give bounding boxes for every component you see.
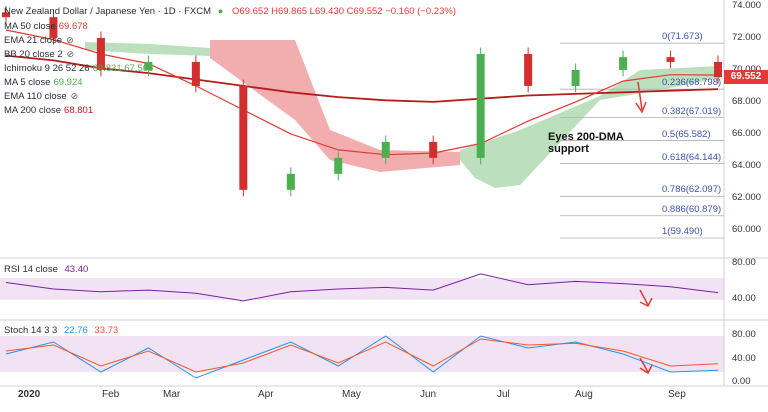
candle-body-6 bbox=[286, 173, 295, 190]
legend-item[interactable]: MA 50 close 69.678 bbox=[4, 21, 88, 32]
ma200-line bbox=[5, 54, 719, 103]
hidden-eye-icon[interactable]: ⊘ bbox=[70, 91, 79, 101]
time-tick: Jun bbox=[420, 389, 437, 400]
candle-body-0 bbox=[2, 12, 10, 18]
candle-body-14 bbox=[666, 57, 675, 62]
legend-item[interactable]: EMA 110 close ⊘ bbox=[4, 91, 78, 102]
candle-body-10 bbox=[476, 53, 485, 158]
candle-body-7 bbox=[334, 157, 343, 174]
rsi-value: 43.40 bbox=[64, 264, 89, 275]
fib-label: 0.618(64.144) bbox=[662, 151, 722, 163]
rsi-title: RSI 14 close 43.40 bbox=[4, 264, 88, 275]
candle-body-15 bbox=[714, 61, 722, 78]
price-tick: 72.000 bbox=[732, 31, 762, 43]
legend-item[interactable]: Ichimoku 9 26 52 26 69.831 67.565 bbox=[4, 63, 153, 74]
candle-body-13 bbox=[619, 57, 628, 70]
rsi-label: RSI 14 close bbox=[4, 264, 58, 275]
rsi-axis-40: 40.00 bbox=[732, 293, 756, 304]
hidden-eye-icon[interactable]: ⊘ bbox=[66, 49, 75, 59]
time-tick: Mar bbox=[163, 389, 181, 400]
annotation-line1: Eyes 200-DMA bbox=[548, 131, 624, 143]
candle-body-4 bbox=[191, 61, 200, 86]
legend-item[interactable]: MA 5 close 69.924 bbox=[4, 77, 83, 88]
candle-body-3 bbox=[144, 61, 153, 70]
rsi-axis-80: 80.00 bbox=[732, 257, 756, 268]
price-tick: 68.000 bbox=[732, 95, 762, 107]
fib-label: 0.382(67.019) bbox=[662, 105, 722, 117]
fib-label: 0.886(60.879) bbox=[662, 203, 722, 215]
time-tick: Feb bbox=[102, 389, 120, 400]
annotation-line2: support bbox=[548, 143, 589, 155]
ma50-line bbox=[5, 29, 719, 156]
ichimoku-cloud-bull-2 bbox=[460, 66, 720, 188]
annotation-text: Eyes 200-DMA support bbox=[548, 131, 624, 155]
symbol-label: New Zealand Dollar / Japanese Yen · 1D ·… bbox=[4, 6, 211, 17]
price-tick: 66.000 bbox=[732, 127, 762, 139]
legend-label: MA 200 close bbox=[4, 105, 62, 116]
legend-value: 69.678 bbox=[58, 21, 88, 32]
legend-label: Ichimoku 9 26 52 26 bbox=[4, 63, 90, 74]
candle-body-9 bbox=[429, 141, 438, 158]
legend-label: EMA 21 close bbox=[4, 35, 63, 46]
legend-label: BB 20 close 2 bbox=[4, 49, 63, 60]
legend-item[interactable]: EMA 21 close ⊘ bbox=[4, 35, 74, 46]
down-arrow-rsi bbox=[639, 289, 653, 308]
time-tick: Sep bbox=[668, 389, 686, 400]
stoch-axis-40: 40.00 bbox=[732, 353, 756, 364]
fib-label: 0.236(68.798) bbox=[662, 77, 722, 89]
rsi-band bbox=[0, 278, 724, 300]
legend-item[interactable]: BB 20 close 2 ⊘ bbox=[4, 49, 74, 60]
symbol-title: New Zealand Dollar / Japanese Yen · 1D ·… bbox=[4, 6, 456, 17]
candle-body-12 bbox=[571, 69, 580, 86]
stoch-label: Stoch 14 3 3 bbox=[4, 325, 58, 336]
stoch-k-value: 22.76 bbox=[64, 325, 88, 336]
stoch-axis-0: 0.00 bbox=[732, 376, 751, 387]
candle-body-5 bbox=[239, 85, 248, 190]
ichimoku-cloud-bear bbox=[210, 40, 460, 172]
fib-label: 0.5(65.582) bbox=[662, 128, 711, 140]
down-arrow-stoch bbox=[639, 357, 653, 375]
legend-value: 69.924 bbox=[53, 77, 83, 88]
stoch-title: Stoch 14 3 3 22.76 33.73 bbox=[4, 325, 118, 336]
stoch-axis-80: 80.00 bbox=[732, 329, 756, 340]
legend-label: MA 50 close bbox=[4, 21, 56, 32]
down-arrow-main bbox=[635, 81, 647, 114]
time-tick: Aug bbox=[575, 389, 593, 400]
current-price-label: 69.552 bbox=[724, 70, 768, 84]
stoch-d-value: 33.73 bbox=[94, 325, 119, 336]
price-tick: 70.000 bbox=[732, 64, 768, 75]
time-tick: 2020 bbox=[18, 389, 41, 400]
time-tick: May bbox=[342, 389, 361, 400]
legend-label: MA 5 close bbox=[4, 77, 51, 88]
candle-body-1 bbox=[49, 17, 58, 38]
price-tick: 60.000 bbox=[732, 223, 762, 235]
ichimoku-cloud-bull-1 bbox=[85, 42, 210, 56]
legend-value: 69.831 67.565 bbox=[92, 63, 154, 74]
fib-label: 0.786(62.097) bbox=[662, 184, 722, 196]
stoch-band bbox=[0, 336, 724, 372]
legend-label: EMA 110 close bbox=[4, 91, 67, 102]
candle-body-11 bbox=[524, 53, 533, 86]
stoch-d-line bbox=[5, 338, 719, 373]
price-tick: 74.000 bbox=[732, 0, 762, 11]
fib-label: 0(71.673) bbox=[662, 31, 703, 43]
fib-label: 1(59.490) bbox=[662, 225, 703, 237]
time-tick: Jul bbox=[497, 389, 510, 400]
ohlc-values: O69.652 H69.865 L69.430 C69.552 −0.160 (… bbox=[232, 6, 456, 17]
stoch-k-line bbox=[5, 335, 719, 379]
rsi-line bbox=[5, 273, 719, 302]
candle-body-8 bbox=[381, 141, 390, 158]
legend-value: 68.801 bbox=[64, 105, 94, 116]
candle-body-2 bbox=[96, 37, 105, 70]
market-status-dot: ● bbox=[217, 6, 224, 17]
legend-item[interactable]: MA 200 close 68.801 bbox=[4, 105, 93, 116]
time-tick: Apr bbox=[258, 389, 274, 400]
price-tick: 62.000 bbox=[732, 191, 762, 203]
price-tick: 64.000 bbox=[732, 159, 762, 171]
hidden-eye-icon[interactable]: ⊘ bbox=[66, 35, 74, 45]
